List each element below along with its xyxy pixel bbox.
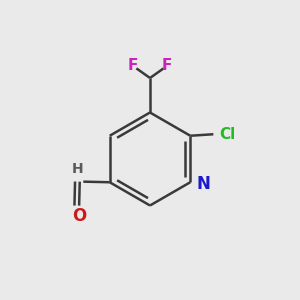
Text: Cl: Cl [219, 127, 235, 142]
Text: O: O [72, 207, 86, 225]
Text: N: N [197, 175, 211, 193]
Text: H: H [71, 162, 83, 176]
Text: F: F [162, 58, 172, 74]
Text: F: F [128, 58, 138, 74]
